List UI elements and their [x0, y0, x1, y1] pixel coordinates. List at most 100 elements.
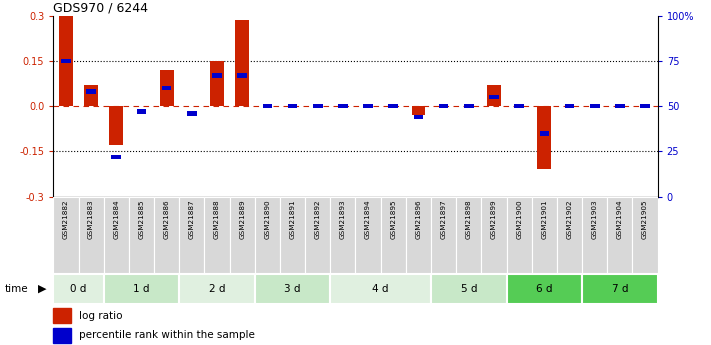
Bar: [179, 197, 205, 273]
Bar: [262, 104, 272, 108]
Bar: [456, 197, 481, 273]
Text: 1 d: 1 d: [133, 284, 150, 294]
Bar: [160, 70, 173, 106]
Text: GSM21904: GSM21904: [617, 199, 623, 238]
Bar: [53, 274, 104, 304]
Bar: [205, 197, 230, 273]
Text: GSM21901: GSM21901: [541, 199, 547, 238]
Text: GSM21892: GSM21892: [315, 199, 321, 238]
Bar: [53, 308, 71, 323]
Bar: [154, 197, 179, 273]
Text: GSM21889: GSM21889: [239, 199, 245, 238]
Bar: [582, 274, 658, 304]
Text: GSM21905: GSM21905: [642, 199, 648, 238]
Bar: [212, 73, 222, 78]
Bar: [487, 85, 501, 106]
Bar: [412, 106, 425, 115]
Bar: [162, 86, 171, 90]
Bar: [104, 197, 129, 273]
Text: GSM21890: GSM21890: [264, 199, 270, 238]
Bar: [481, 197, 506, 273]
Text: GSM21893: GSM21893: [340, 199, 346, 238]
Bar: [506, 274, 582, 304]
Text: GSM21886: GSM21886: [164, 199, 170, 238]
Bar: [59, 16, 73, 106]
Bar: [86, 89, 96, 94]
Text: GSM21897: GSM21897: [441, 199, 447, 238]
Bar: [179, 274, 255, 304]
Text: 7 d: 7 d: [611, 284, 628, 294]
Bar: [607, 197, 633, 273]
Bar: [406, 197, 431, 273]
Text: GSM21902: GSM21902: [567, 199, 572, 238]
Text: 4 d: 4 d: [373, 284, 389, 294]
Bar: [331, 274, 431, 304]
Bar: [640, 104, 650, 108]
Bar: [356, 197, 380, 273]
Text: GSM21882: GSM21882: [63, 199, 69, 238]
Text: GSM21898: GSM21898: [466, 199, 472, 238]
Bar: [615, 104, 625, 108]
Text: GSM21888: GSM21888: [214, 199, 220, 238]
Bar: [104, 274, 179, 304]
Bar: [288, 104, 297, 108]
Text: time: time: [5, 284, 28, 294]
Text: GSM21887: GSM21887: [189, 199, 195, 238]
Bar: [582, 197, 607, 273]
Bar: [331, 197, 356, 273]
Bar: [388, 104, 398, 108]
Text: log ratio: log ratio: [79, 310, 122, 321]
Bar: [338, 104, 348, 108]
Bar: [590, 104, 599, 108]
Text: percentile rank within the sample: percentile rank within the sample: [79, 331, 255, 341]
Text: ▶: ▶: [38, 284, 46, 294]
Bar: [84, 85, 98, 106]
Text: GSM21899: GSM21899: [491, 199, 497, 238]
Bar: [137, 109, 146, 114]
Bar: [633, 197, 658, 273]
Bar: [565, 104, 574, 108]
Bar: [313, 104, 323, 108]
Text: GSM21885: GSM21885: [139, 199, 144, 238]
Bar: [53, 328, 71, 343]
Text: 0 d: 0 d: [70, 284, 87, 294]
Bar: [439, 104, 449, 108]
Bar: [557, 197, 582, 273]
Bar: [380, 197, 406, 273]
Text: GSM21900: GSM21900: [516, 199, 522, 238]
Bar: [305, 197, 331, 273]
Bar: [280, 197, 305, 273]
Text: 3 d: 3 d: [284, 284, 301, 294]
Bar: [230, 197, 255, 273]
Bar: [414, 115, 423, 119]
Bar: [112, 155, 121, 159]
Bar: [489, 95, 499, 99]
Bar: [532, 197, 557, 273]
Bar: [538, 106, 551, 169]
Text: GSM21896: GSM21896: [415, 199, 422, 238]
Text: GSM21895: GSM21895: [390, 199, 396, 238]
Bar: [237, 73, 247, 78]
Bar: [78, 197, 104, 273]
Bar: [255, 197, 280, 273]
Bar: [61, 59, 71, 63]
Bar: [506, 197, 532, 273]
Bar: [53, 197, 78, 273]
Bar: [187, 111, 197, 116]
Text: GSM21903: GSM21903: [592, 199, 598, 238]
Bar: [235, 20, 249, 106]
Bar: [514, 104, 524, 108]
Bar: [431, 274, 506, 304]
Bar: [464, 104, 474, 108]
Bar: [431, 197, 456, 273]
Bar: [129, 197, 154, 273]
Bar: [210, 61, 224, 106]
Text: GDS970 / 6244: GDS970 / 6244: [53, 1, 149, 14]
Text: GSM21884: GSM21884: [113, 199, 119, 238]
Bar: [109, 106, 123, 145]
Text: 5 d: 5 d: [461, 284, 477, 294]
Text: 2 d: 2 d: [209, 284, 225, 294]
Text: GSM21891: GSM21891: [289, 199, 296, 238]
Bar: [540, 131, 549, 136]
Bar: [363, 104, 373, 108]
